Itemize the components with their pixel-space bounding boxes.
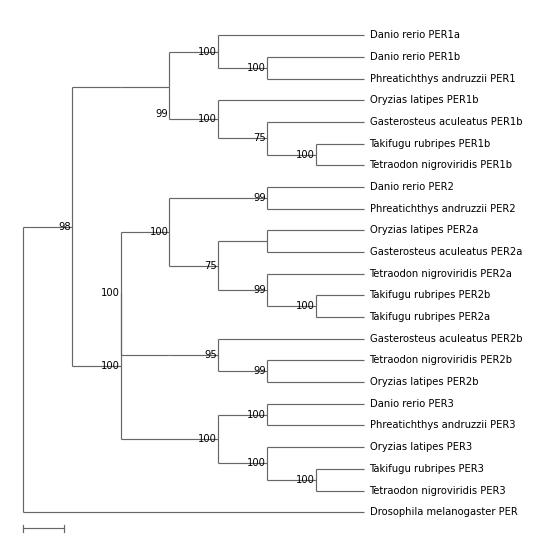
Text: Tetraodon nigroviridis PER1b: Tetraodon nigroviridis PER1b bbox=[369, 160, 512, 170]
Text: 99: 99 bbox=[156, 109, 169, 120]
Text: 95: 95 bbox=[205, 350, 217, 360]
Text: Takifugu rubripes PER1b: Takifugu rubripes PER1b bbox=[369, 138, 491, 149]
Text: Drosophila melanogaster PER: Drosophila melanogaster PER bbox=[369, 507, 517, 517]
Text: 99: 99 bbox=[253, 285, 266, 295]
Text: Danio rerio PER1b: Danio rerio PER1b bbox=[369, 52, 460, 62]
Text: 100: 100 bbox=[199, 114, 217, 124]
Text: 100: 100 bbox=[296, 474, 314, 485]
Text: Phreatichthys andruzzii PER1: Phreatichthys andruzzii PER1 bbox=[369, 74, 515, 84]
Text: Takifugu rubripes PER3: Takifugu rubripes PER3 bbox=[369, 464, 484, 474]
Text: 100: 100 bbox=[247, 458, 266, 469]
Text: 100: 100 bbox=[296, 149, 314, 160]
Text: 99: 99 bbox=[253, 193, 266, 203]
Text: Takifugu rubripes PER2b: Takifugu rubripes PER2b bbox=[369, 291, 491, 300]
Text: 100: 100 bbox=[199, 47, 217, 57]
Text: Takifugu rubripes PER2a: Takifugu rubripes PER2a bbox=[369, 312, 491, 322]
Text: Danio rerio PER1a: Danio rerio PER1a bbox=[369, 30, 460, 40]
Text: Gasterosteus aculeatus PER1b: Gasterosteus aculeatus PER1b bbox=[369, 117, 522, 127]
Text: 75: 75 bbox=[205, 261, 217, 270]
Text: Oryzias latipes PER2a: Oryzias latipes PER2a bbox=[369, 226, 478, 235]
Text: 100: 100 bbox=[150, 227, 169, 237]
Text: Tetraodon nigroviridis PER2a: Tetraodon nigroviridis PER2a bbox=[369, 269, 512, 279]
Text: 98: 98 bbox=[58, 221, 71, 232]
Text: 100: 100 bbox=[247, 63, 266, 73]
Text: Danio rerio PER2: Danio rerio PER2 bbox=[369, 182, 453, 192]
Text: 100: 100 bbox=[247, 410, 266, 420]
Text: Phreatichthys andruzzii PER2: Phreatichthys andruzzii PER2 bbox=[369, 204, 515, 214]
Text: 100: 100 bbox=[296, 301, 314, 311]
Text: 100: 100 bbox=[199, 434, 217, 444]
Text: Danio rerio PER3: Danio rerio PER3 bbox=[369, 399, 453, 409]
Text: Tetraodon nigroviridis PER2b: Tetraodon nigroviridis PER2b bbox=[369, 355, 512, 366]
Text: Oryzias latipes PER1b: Oryzias latipes PER1b bbox=[369, 95, 478, 105]
Text: Oryzias latipes PER3: Oryzias latipes PER3 bbox=[369, 442, 472, 452]
Text: Gasterosteus aculeatus PER2b: Gasterosteus aculeatus PER2b bbox=[369, 334, 522, 344]
Text: 100: 100 bbox=[101, 288, 120, 299]
Text: 99: 99 bbox=[253, 366, 266, 377]
Text: Gasterosteus aculeatus PER2a: Gasterosteus aculeatus PER2a bbox=[369, 247, 522, 257]
Text: 75: 75 bbox=[253, 133, 266, 143]
Text: 100: 100 bbox=[101, 361, 120, 371]
Text: Oryzias latipes PER2b: Oryzias latipes PER2b bbox=[369, 377, 478, 387]
Text: Tetraodon nigroviridis PER3: Tetraodon nigroviridis PER3 bbox=[369, 485, 506, 496]
Text: Phreatichthys andruzzii PER3: Phreatichthys andruzzii PER3 bbox=[369, 420, 515, 431]
